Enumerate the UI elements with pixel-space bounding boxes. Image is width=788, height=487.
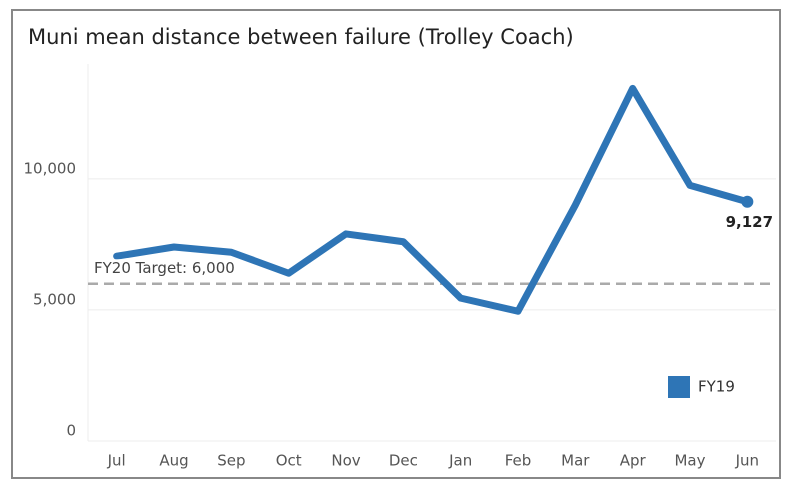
y-tick-label: 10,000 bbox=[24, 159, 77, 177]
legend-label: FY19 bbox=[698, 378, 735, 396]
x-tick-label: Oct bbox=[276, 452, 302, 470]
series-line bbox=[113, 84, 751, 315]
x-tick-label: Jul bbox=[107, 452, 126, 470]
target-label-bg bbox=[92, 259, 237, 278]
x-tick-label: May bbox=[674, 452, 705, 470]
data-label: 9,127 bbox=[726, 213, 773, 231]
y-tick-label: 5,000 bbox=[33, 290, 76, 308]
x-tick-label: Jun bbox=[735, 452, 759, 470]
legend-swatch bbox=[668, 376, 690, 398]
target-label: FY20 Target: 6,000 bbox=[94, 259, 235, 277]
x-tick-label: Jan bbox=[448, 452, 472, 470]
x-tick-label: Feb bbox=[505, 452, 532, 470]
x-tick-label: Dec bbox=[389, 452, 418, 470]
x-tick-label: Sep bbox=[217, 452, 245, 470]
x-tick-label: Mar bbox=[561, 452, 590, 470]
x-tick-label: Nov bbox=[331, 452, 360, 470]
chart-title: Muni mean distance between failure (Trol… bbox=[28, 25, 574, 49]
end-point bbox=[741, 195, 754, 208]
x-tick-label: Aug bbox=[159, 452, 188, 470]
x-tick-label: Apr bbox=[620, 452, 647, 470]
y-tick-label: 0 bbox=[66, 422, 76, 440]
